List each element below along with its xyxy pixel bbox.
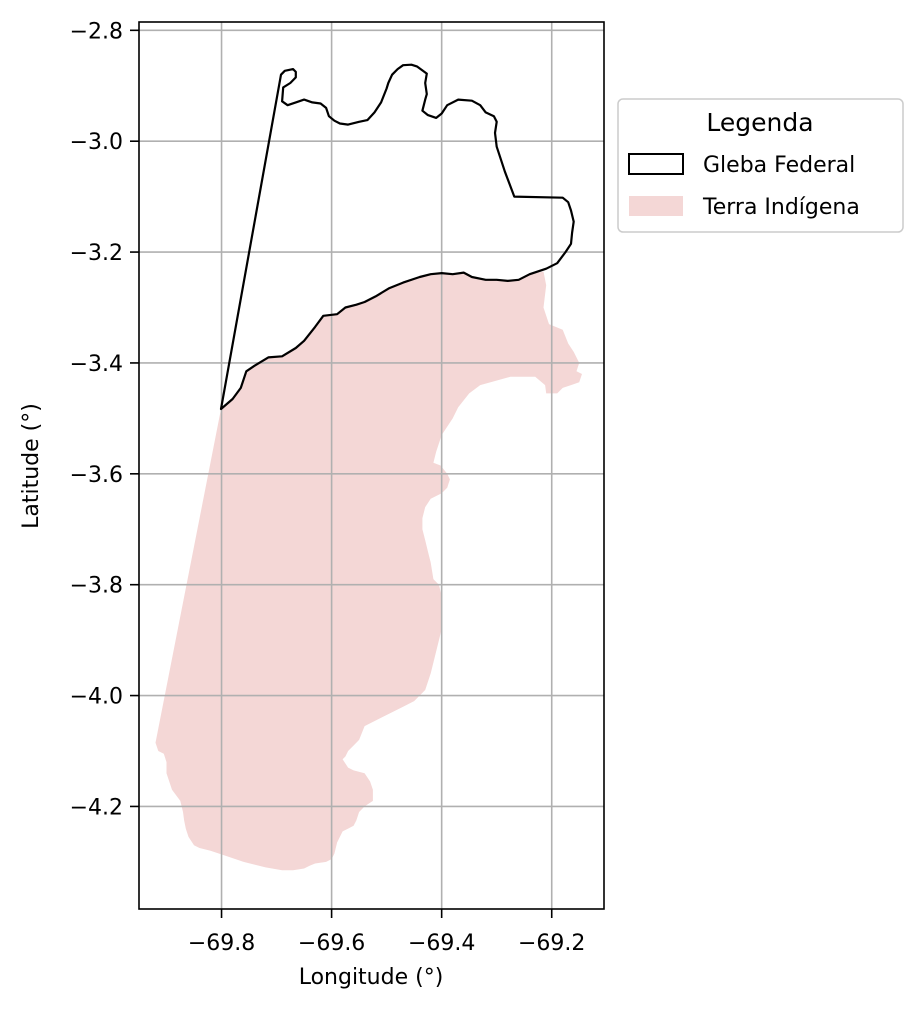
y-tick-label: −4.0 (70, 685, 123, 710)
x-tick-label: −69.8 (188, 931, 255, 956)
legend: Legenda Gleba Federal Terra Indígena (617, 98, 904, 233)
y-axis-label: Latitude (°) (19, 403, 44, 529)
legend-swatch-gleba-federal (628, 153, 684, 175)
polygon-gleba-federal (219, 63, 575, 411)
y-axis-ticks: −2.8 −3.0 −3.2 −3.4 −3.6 −3.8 −4.0 −4.2 (70, 19, 139, 820)
legend-label-gleba-federal: Gleba Federal (703, 153, 855, 178)
grid-lines (139, 22, 604, 909)
x-tick-label: −69.2 (518, 931, 585, 956)
x-axis-label: Longitude (°) (299, 965, 444, 990)
y-tick-label: −2.8 (70, 19, 123, 44)
legend-swatch-terra-indigena (629, 196, 683, 216)
y-tick-label: −3.8 (70, 574, 123, 599)
map-layers (155, 271, 582, 871)
y-tick-label: −4.2 (70, 795, 123, 820)
legend-title: Legenda (706, 108, 813, 137)
y-tick-label: −3.0 (70, 130, 123, 155)
x-tick-label: −69.6 (298, 931, 365, 956)
x-tick-label: −69.4 (408, 931, 475, 956)
legend-frame (617, 98, 904, 233)
legend-label-terra-indigena: Terra Indígena (702, 195, 860, 220)
y-tick-label: −3.6 (70, 463, 123, 488)
polygon-terra-indigena (155, 271, 582, 871)
axes-frame (138, 21, 605, 910)
gleba-federal-layer (219, 63, 575, 411)
y-tick-label: −3.2 (70, 241, 123, 266)
x-axis-ticks: −69.8 −69.6 −69.4 −69.2 (188, 909, 585, 956)
plot-area (138, 21, 605, 910)
y-tick-label: −3.4 (70, 352, 123, 377)
